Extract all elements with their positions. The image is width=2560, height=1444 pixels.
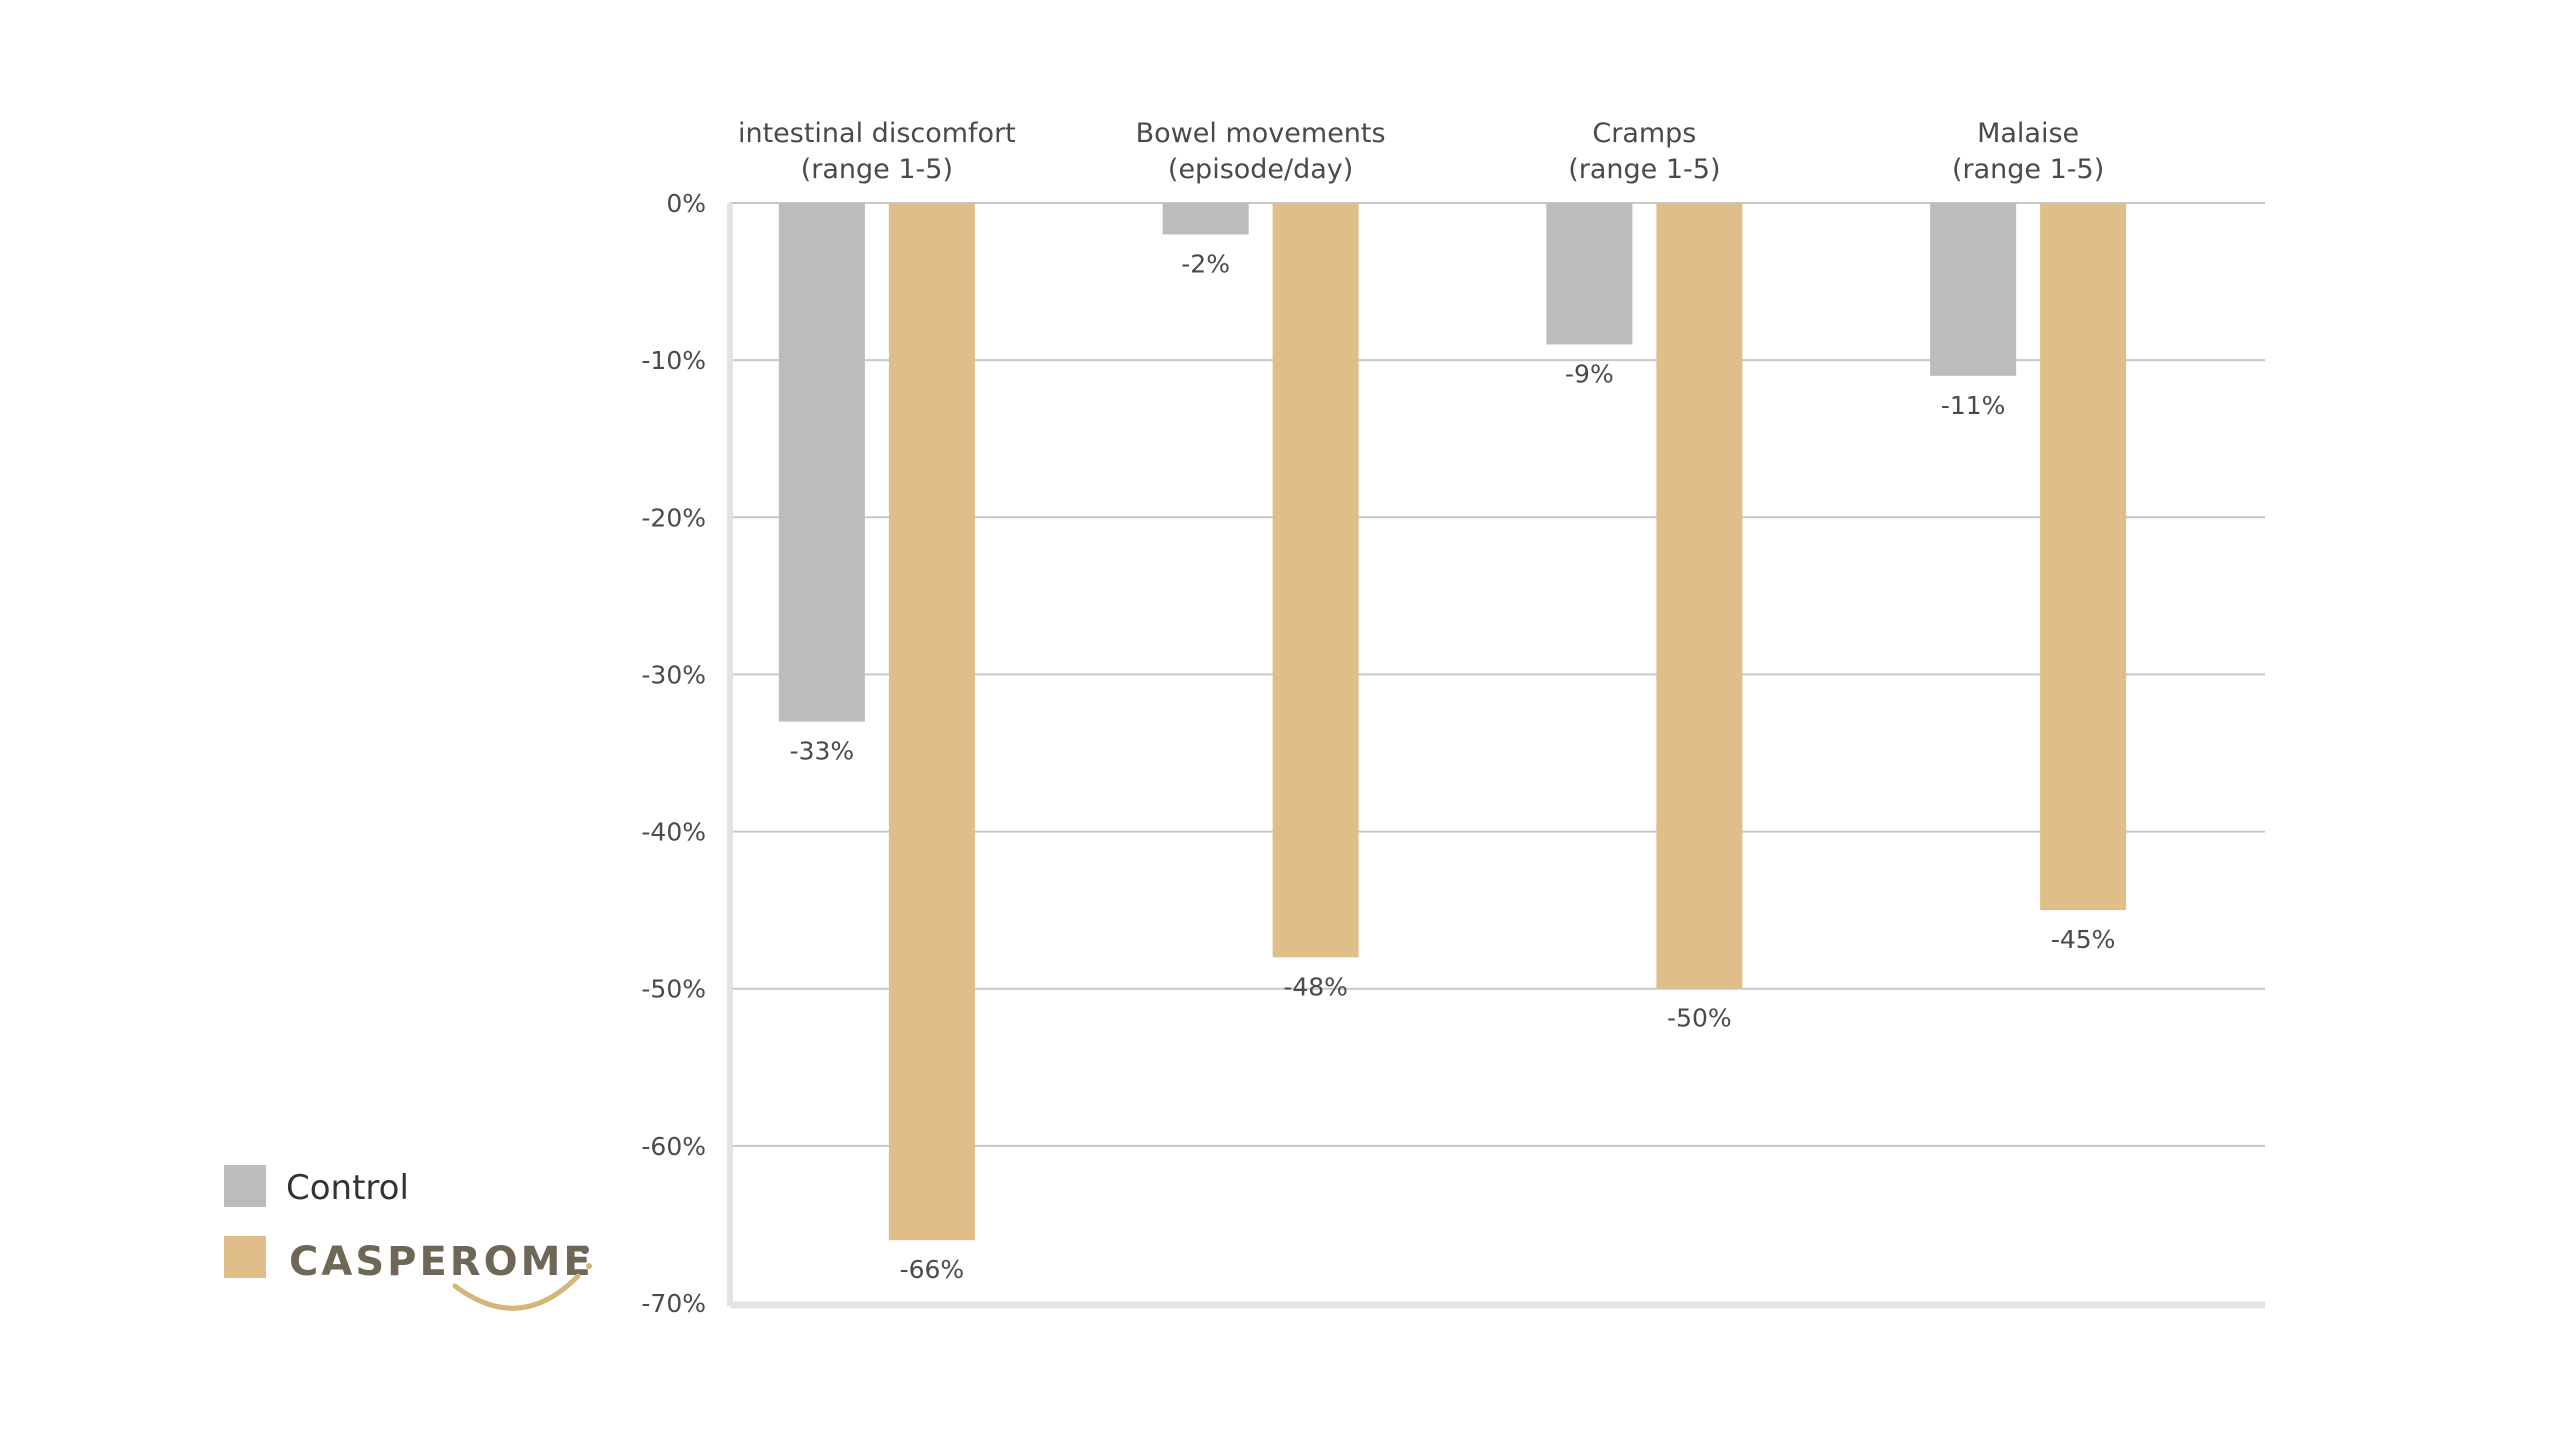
category-sublabel: (range 1-5) — [1952, 154, 2104, 185]
category-sublabel: (range 1-5) — [801, 154, 953, 185]
casperome-logo: CASPEROME — [289, 1239, 594, 1311]
bar-control-4 — [1930, 203, 2017, 376]
bar-control-3 — [1546, 203, 1633, 345]
data-label-control-3: -9% — [1565, 359, 1614, 388]
data-label-casperome-3: -50% — [1667, 1004, 1732, 1033]
y-tick-label: -60% — [641, 1132, 706, 1161]
bar-control-1 — [778, 203, 865, 722]
bar-casperome-1 — [888, 203, 975, 1241]
bar-casperome-2 — [1272, 203, 1359, 958]
grid-layer — [730, 202, 2265, 1147]
legend-swatch-control — [224, 1165, 266, 1207]
bar-casperome-3 — [1656, 203, 1743, 989]
legend-swatch-casperome — [224, 1236, 266, 1278]
data-label-casperome-1: -66% — [900, 1255, 965, 1284]
data-label-control-2: -2% — [1181, 249, 1230, 278]
category-label: intestinal discomfort — [738, 118, 1016, 149]
y-tick-label: 0% — [666, 189, 706, 218]
y-tick-label: -30% — [641, 660, 706, 689]
category-label: Cramps — [1592, 118, 1696, 149]
y-tick-label: -10% — [641, 346, 706, 375]
category-label: Bowel movements — [1136, 118, 1386, 149]
bar-casperome-4 — [2040, 203, 2127, 911]
y-tick-label: -40% — [641, 818, 706, 847]
category-label: Malaise — [1977, 118, 2079, 149]
y-tick-label: -20% — [641, 503, 706, 532]
data-label-control-1: -33% — [790, 737, 855, 766]
data-label-casperome-4: -45% — [2051, 925, 2116, 954]
category-sublabel: (episode/day) — [1168, 154, 1353, 185]
y-tick-label: -50% — [641, 975, 706, 1004]
category-sublabel: (range 1-5) — [1568, 154, 1720, 185]
data-label-control-4: -11% — [1941, 391, 2006, 420]
axis-layer — [727, 203, 2265, 1309]
casperome-logo-text: CASPEROME — [289, 1239, 594, 1285]
casperome-logo-dot — [581, 1246, 589, 1254]
casperome-logo-dot — [586, 1263, 592, 1269]
bar-control-2 — [1162, 203, 1249, 235]
casperome-logo-swoosh — [452, 1273, 581, 1311]
label-layer: 0% -10% -20% -30% -40% -50% -60% -70% -33% -66% in… — [641, 118, 2115, 1318]
bar-layer — [778, 203, 2127, 1241]
legend-label-control: Control — [286, 1168, 409, 1208]
data-label-casperome-2: -48% — [1283, 972, 1348, 1001]
legend: Control CASPEROME — [224, 1165, 594, 1311]
y-tick-label: -70% — [641, 1289, 706, 1318]
